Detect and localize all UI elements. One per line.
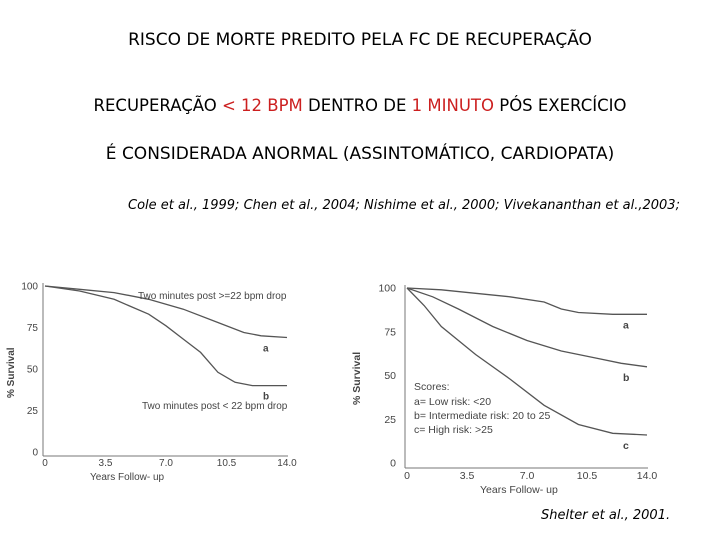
chart-left-x-tick-14.0: 14.0 <box>277 458 297 469</box>
chart-left-y-tick-50: 50 <box>27 365 39 376</box>
chart-left-x-tick-10.5: 10.5 <box>217 458 237 469</box>
chart-right-series-label-c: c <box>623 440 629 452</box>
chart-right-series-label-a: a <box>623 319 629 331</box>
chart-right-y-tick-75: 75 <box>384 326 396 338</box>
statement-line-2: É CONSIDERADA ANORMAL (ASSINTOMÁTICO, CA… <box>105 144 615 164</box>
chart-left-series-label-a: a <box>263 343 269 354</box>
statement-part-3: PÓS EXERCÍCIO <box>494 96 627 115</box>
time-highlight: 1 MINUTO <box>411 96 494 115</box>
chart-right-legend-item-a: a= Low risk: <20 <box>414 396 491 408</box>
chart-right-series-b <box>406 287 648 368</box>
slide-title: RISCO DE MORTE PREDITO PELA FC DE RECUPE… <box>128 30 592 50</box>
chart-right-x-tick-0: 0 <box>404 470 410 482</box>
chart-right-legend-item-c: c= High risk: >25 <box>414 424 493 436</box>
chart-left-x-tick-0: 0 <box>42 458 48 469</box>
chart-left-annotation-top: Two minutes post >=22 bpm drop <box>138 291 287 302</box>
chart-right-legend-item-b: b= Intermediate risk: 20 to 25 <box>414 410 550 422</box>
chart-left-xlabel: Years Follow- up <box>90 472 165 483</box>
citation-text: Cole et al., 1999; Chen et al., 2004; Ni… <box>128 198 680 213</box>
chart-left-ylabel: % Survival <box>6 347 17 398</box>
chart-right-y-tick-0: 0 <box>390 458 396 470</box>
chart-left: 0 25 50 75 100 0 3.5 7.0 10.5 14.0 a b Years Follo… <box>6 282 297 484</box>
chart-right-y-tick-100: 100 <box>378 283 396 295</box>
chart-right-x-tick-7.0: 7.0 <box>520 470 535 482</box>
chart-right-x-tick-10.5: 10.5 <box>577 470 598 482</box>
chart-right: 0 25 50 75 100 0 3.5 7.0 10.5 14.0 a b c Years Foll… <box>351 283 657 497</box>
chart-left-series-label-b: b <box>263 392 269 403</box>
chart-right-x-tick-3.5: 3.5 <box>460 470 475 482</box>
chart-left-series-b <box>44 285 287 387</box>
statement-part-1: RECUPERAÇÃO <box>93 96 222 115</box>
chart-left-y-tick-100: 100 <box>21 282 38 293</box>
statement-line-1: RECUPERAÇÃO < 12 BPM DENTRO DE 1 MINUTO … <box>0 96 720 115</box>
chart-left-annotation-bottom: Two minutes post < 22 bpm drop <box>142 401 288 412</box>
shelter-citation: Shelter et al., 2001. <box>541 508 671 523</box>
statement-part-2: DENTRO DE <box>302 96 412 115</box>
threshold-highlight: < 12 BPM <box>221 96 303 115</box>
chart-left-y-tick-25: 25 <box>27 406 39 417</box>
chart-right-x-tick-14.0: 14.0 <box>637 470 658 482</box>
chart-right-y-tick-50: 50 <box>384 370 396 382</box>
chart-left-x-tick-3.5: 3.5 <box>99 458 113 469</box>
chart-right-series-a <box>406 287 647 315</box>
chart-left-y-tick-75: 75 <box>27 323 39 334</box>
chart-left-series-a <box>44 285 288 339</box>
chart-right-series-label-b: b <box>623 372 629 384</box>
chart-right-ylabel: % Survival <box>351 352 363 405</box>
chart-right-legend-title: Scores: <box>414 381 450 393</box>
chart-left-x-tick-7.0: 7.0 <box>159 458 173 469</box>
chart-left-y-tick-0: 0 <box>32 448 38 459</box>
chart-right-xlabel: Years Follow- up <box>480 484 558 496</box>
chart-right-series-c <box>406 287 648 436</box>
chart-right-y-tick-25: 25 <box>384 414 396 426</box>
